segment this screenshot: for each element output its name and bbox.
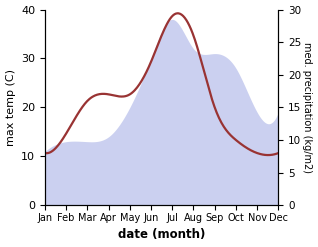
- Y-axis label: med. precipitation (kg/m2): med. precipitation (kg/m2): [302, 42, 313, 173]
- Y-axis label: max temp (C): max temp (C): [5, 69, 16, 146]
- X-axis label: date (month): date (month): [118, 228, 205, 242]
